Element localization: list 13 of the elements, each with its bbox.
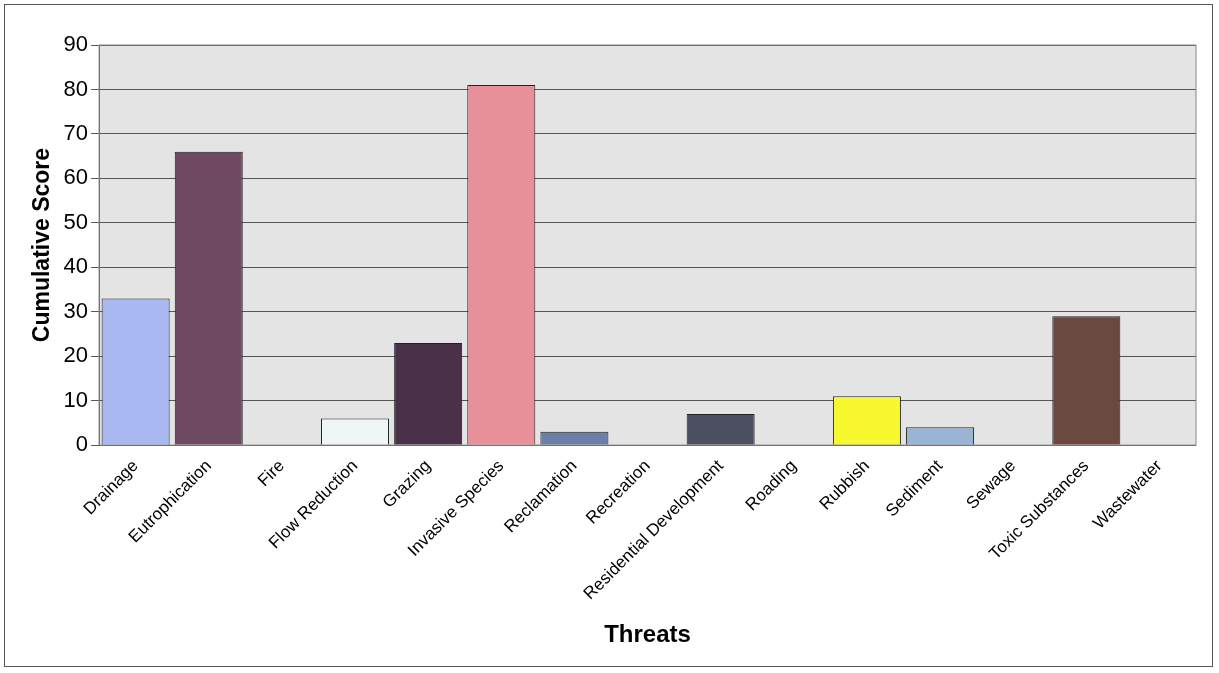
- y-tick-label: 90: [63, 31, 89, 57]
- x-axis-title: Threats: [604, 620, 691, 648]
- y-tick-label: 20: [63, 342, 89, 368]
- y-tick-label: 30: [63, 297, 89, 323]
- y-tick-label: 0: [75, 431, 89, 457]
- y-tick-label: 80: [63, 75, 89, 101]
- y-tick-label: 50: [63, 208, 89, 234]
- y-tick-label: 40: [63, 253, 89, 279]
- y-tick-label: 60: [63, 164, 89, 190]
- x-tick-label: Fire: [253, 456, 289, 491]
- y-tick-label: 10: [63, 386, 89, 412]
- y-axis-title: Cumulative Score: [28, 147, 55, 343]
- y-tick-label: 70: [63, 119, 89, 145]
